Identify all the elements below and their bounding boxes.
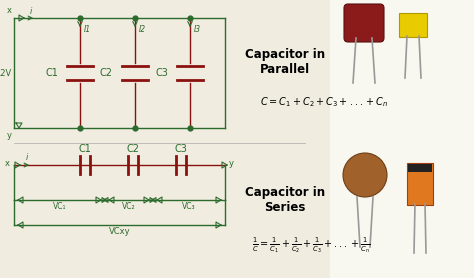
Text: x: x — [7, 6, 12, 15]
Text: 12V: 12V — [0, 68, 11, 78]
Text: C2: C2 — [100, 68, 113, 78]
Text: x: x — [5, 160, 10, 168]
Text: I2: I2 — [139, 25, 146, 34]
Text: y: y — [7, 131, 12, 140]
Text: I3: I3 — [194, 25, 201, 34]
Text: Capacitor in
Series: Capacitor in Series — [245, 186, 325, 214]
Text: VCxy: VCxy — [109, 227, 130, 236]
Text: VC₂: VC₂ — [122, 202, 136, 211]
Text: i: i — [30, 7, 32, 16]
Text: VC₃: VC₃ — [182, 202, 196, 211]
Text: C1: C1 — [45, 68, 58, 78]
Text: C2: C2 — [127, 144, 139, 154]
FancyBboxPatch shape — [344, 4, 384, 42]
Circle shape — [343, 153, 387, 197]
Text: C3: C3 — [174, 144, 187, 154]
Text: C1: C1 — [79, 144, 91, 154]
Text: Capacitor in
Parallel: Capacitor in Parallel — [245, 48, 325, 76]
Text: i: i — [26, 153, 28, 162]
Text: VC₁: VC₁ — [53, 202, 66, 211]
Text: I1: I1 — [84, 25, 91, 34]
Text: $C = C_1 + C_2 + C_3 + ... + C_n$: $C = C_1 + C_2 + C_3 + ... + C_n$ — [260, 95, 389, 109]
FancyBboxPatch shape — [407, 163, 433, 205]
Text: y: y — [229, 160, 234, 168]
FancyBboxPatch shape — [399, 13, 427, 37]
FancyBboxPatch shape — [408, 164, 432, 172]
Text: $\frac{1}{C} = \frac{1}{C_1} + \frac{1}{C_2} + \frac{1}{C_3} + ... + \frac{1}{C_: $\frac{1}{C} = \frac{1}{C_1} + \frac{1}{… — [252, 235, 371, 255]
FancyBboxPatch shape — [330, 0, 474, 278]
Text: C3: C3 — [155, 68, 168, 78]
